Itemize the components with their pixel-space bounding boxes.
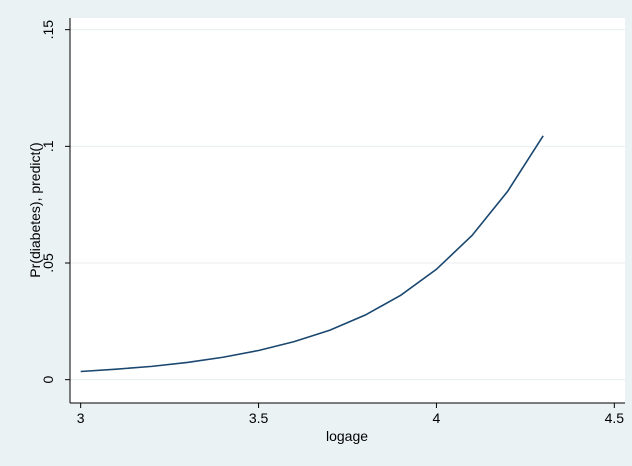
x-tick-label: 4 [433, 410, 441, 426]
plot-area [70, 18, 625, 403]
x-tick-label: 3.5 [249, 410, 269, 426]
series-layer [80, 135, 544, 373]
x-tick-label: 4.5 [605, 410, 625, 426]
y-axis-title: Pr(diabetes), predict() [27, 142, 43, 277]
series-line [80, 135, 544, 373]
y-tick-label: .1 [40, 140, 56, 152]
x-axis-title: logage [326, 428, 368, 444]
x-tick-label: 3 [77, 410, 85, 426]
y-tick-label: .05 [40, 253, 56, 273]
grid-layer [70, 29, 625, 381]
y-tick-label: 0 [40, 376, 56, 384]
axis-layer [69, 18, 625, 404]
tick-layer: 0 .05 .1 .15 3 3.5 4 4.5 [40, 20, 624, 426]
y-tick-label: .15 [40, 20, 56, 40]
